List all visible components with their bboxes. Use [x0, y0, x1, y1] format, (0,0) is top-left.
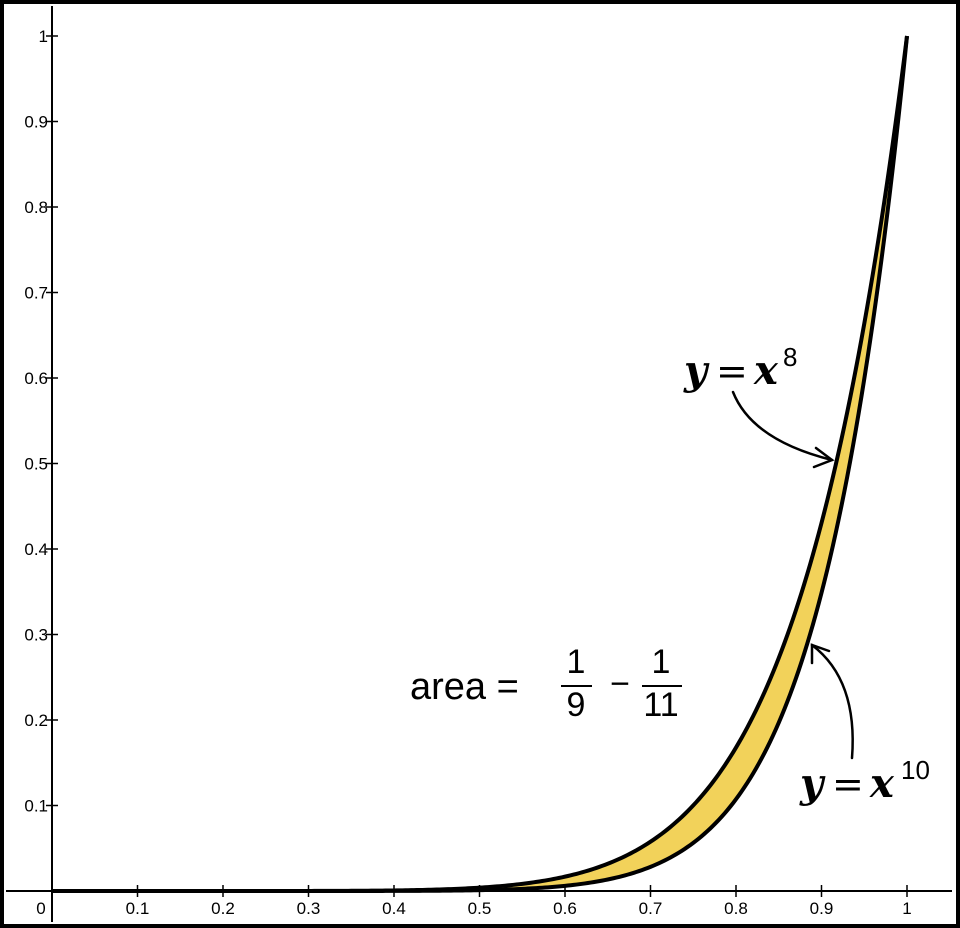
- arrow-y-x8-shaft: [731, 390, 834, 462]
- label-y-x10-exp: 10: [901, 755, 930, 785]
- arrow-y-x8-head: [812, 446, 835, 469]
- frac2-denominator: 11: [643, 686, 678, 724]
- curve-x10: [52, 35, 909, 893]
- area-label: area =: [410, 666, 519, 708]
- curve-layer: [52, 35, 909, 893]
- x-tick-label: 0.8: [724, 899, 748, 918]
- area-between-curves: [52, 36, 907, 891]
- area-formula: area = 1 9 − 1 11: [410, 643, 682, 724]
- y-tick-label: 0.7: [24, 284, 48, 303]
- label-y-x8-eq: =: [716, 349, 748, 393]
- y-tick-label: 0.3: [24, 626, 48, 645]
- x-tick-label: 0: [36, 899, 45, 918]
- curve-x8: [52, 35, 909, 893]
- x-tick-label: 0.3: [297, 899, 321, 918]
- x-tick-label: 1: [902, 899, 911, 918]
- fill-layer: [52, 36, 907, 891]
- y-tick-label: 0.5: [24, 455, 48, 474]
- tick-layer: 0 0.1 0.2 0.3 0.4 0.5 0.6 0.7 0.8 0.9 1 0.1 0.2 0.3 0.…: [24, 27, 911, 918]
- frac1-denominator: 9: [567, 686, 586, 724]
- label-y-x8-exp: 8: [783, 342, 797, 372]
- y-tick-label: 0.2: [24, 711, 48, 730]
- label-y-x10-y: y: [799, 760, 826, 807]
- label-y-x10-eq: =: [832, 762, 864, 806]
- arrow-y-x10-head: [810, 643, 831, 665]
- x-tick-label: 0.5: [468, 899, 492, 918]
- label-y-x8-x: x: [753, 347, 779, 394]
- y-tick-label: 0.8: [24, 198, 48, 217]
- y-tick-label: 1: [39, 27, 48, 46]
- x-tick-label: 0.7: [639, 899, 663, 918]
- frac1-numerator: 1: [567, 643, 586, 681]
- x-tick-label: 0.9: [810, 899, 834, 918]
- label-y-x10-x: x: [869, 760, 895, 807]
- x-tick-label: 0.6: [553, 899, 577, 918]
- x-tick-label: 0.1: [126, 899, 150, 918]
- label-y-x10: y = x 10: [799, 755, 930, 807]
- arrow-y-x8: [731, 390, 835, 469]
- frac2-numerator: 1: [652, 643, 671, 681]
- y-tick-label: 0.1: [24, 797, 48, 816]
- arrow-y-x10: [810, 643, 854, 760]
- y-tick-label: 0.4: [24, 540, 48, 559]
- label-y-x8: y = x 8: [683, 342, 797, 394]
- y-tick-label: 0.9: [24, 113, 48, 132]
- arrow-y-x10-shaft: [810, 643, 854, 760]
- y-tick-label: 0.6: [24, 369, 48, 388]
- x-tick-label: 0.4: [382, 899, 406, 918]
- label-y-x8-y: y: [683, 347, 710, 394]
- x-tick-label: 0.2: [211, 899, 235, 918]
- minus-sign: −: [610, 665, 630, 703]
